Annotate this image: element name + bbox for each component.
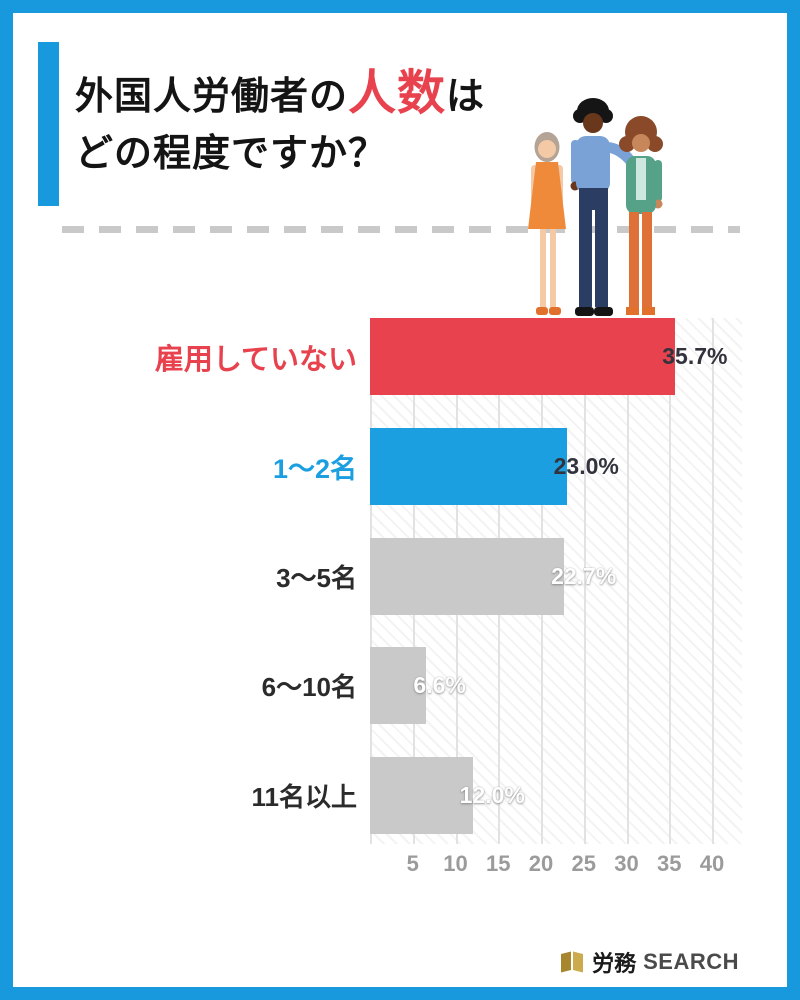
title-accent-bar bbox=[38, 42, 59, 206]
dashed-divider bbox=[62, 226, 740, 233]
category-label: 3〜5名 bbox=[276, 563, 357, 593]
left-woman bbox=[528, 132, 566, 315]
right-woman bbox=[619, 116, 663, 315]
book-icon bbox=[561, 951, 584, 973]
logo-text-bold: 労務 bbox=[592, 951, 637, 976]
three-workers-svg bbox=[528, 98, 663, 316]
x-tick-label: 15 bbox=[486, 851, 511, 876]
brand-logo: 労務 SEARCH bbox=[559, 946, 739, 978]
gridline bbox=[626, 318, 629, 844]
x-tick-label: 35 bbox=[657, 851, 682, 876]
title-highlight: 人数 bbox=[348, 67, 447, 120]
x-axis-ticks: 5 10 15 20 25 30 35 40 bbox=[370, 851, 742, 877]
category-label: 6〜10名 bbox=[261, 672, 357, 702]
bar bbox=[370, 318, 676, 395]
x-tick-label: 40 bbox=[699, 851, 725, 876]
category-label: 1〜2名 bbox=[272, 454, 357, 484]
plot-area: 35.7% 23.0% 22.7% 6.6% 12.0% bbox=[370, 318, 742, 844]
gridline bbox=[669, 318, 672, 844]
value-label: 12.0% bbox=[459, 782, 525, 808]
value-label: 6.6% bbox=[413, 672, 466, 698]
category-label: 雇用していない bbox=[154, 343, 357, 376]
x-tick-label: 30 bbox=[614, 851, 639, 876]
bar bbox=[370, 428, 567, 505]
bar bbox=[370, 647, 427, 724]
category-labels-column: 雇用していない 1〜2名 3〜5名 6〜10名 11名以上 bbox=[33, 318, 357, 844]
x-tick-label: 5 bbox=[406, 851, 419, 876]
page-title: 外国人労働者の人数は どの程度ですか？ bbox=[75, 65, 485, 183]
value-label: 23.0% bbox=[553, 453, 619, 479]
title-line2: どの程度ですか？ bbox=[75, 133, 388, 175]
x-tick-label: 20 bbox=[528, 851, 554, 876]
value-label: 22.7% bbox=[551, 563, 617, 589]
logo-text-rest: SEARCH bbox=[643, 949, 739, 974]
bar bbox=[370, 538, 565, 615]
center-man bbox=[570, 98, 634, 316]
value-label: 35.7% bbox=[662, 343, 728, 369]
three-workers-illustration bbox=[505, 96, 677, 318]
x-tick-label: 25 bbox=[571, 851, 596, 876]
bar bbox=[370, 757, 473, 834]
category-label: 11名以上 bbox=[251, 782, 358, 812]
gridline bbox=[583, 318, 586, 844]
title-line1-pre: 外国人労働者の bbox=[75, 76, 349, 118]
gridline bbox=[712, 318, 714, 844]
x-tick-label: 10 bbox=[443, 851, 468, 876]
title-line1-post: は bbox=[446, 76, 486, 118]
